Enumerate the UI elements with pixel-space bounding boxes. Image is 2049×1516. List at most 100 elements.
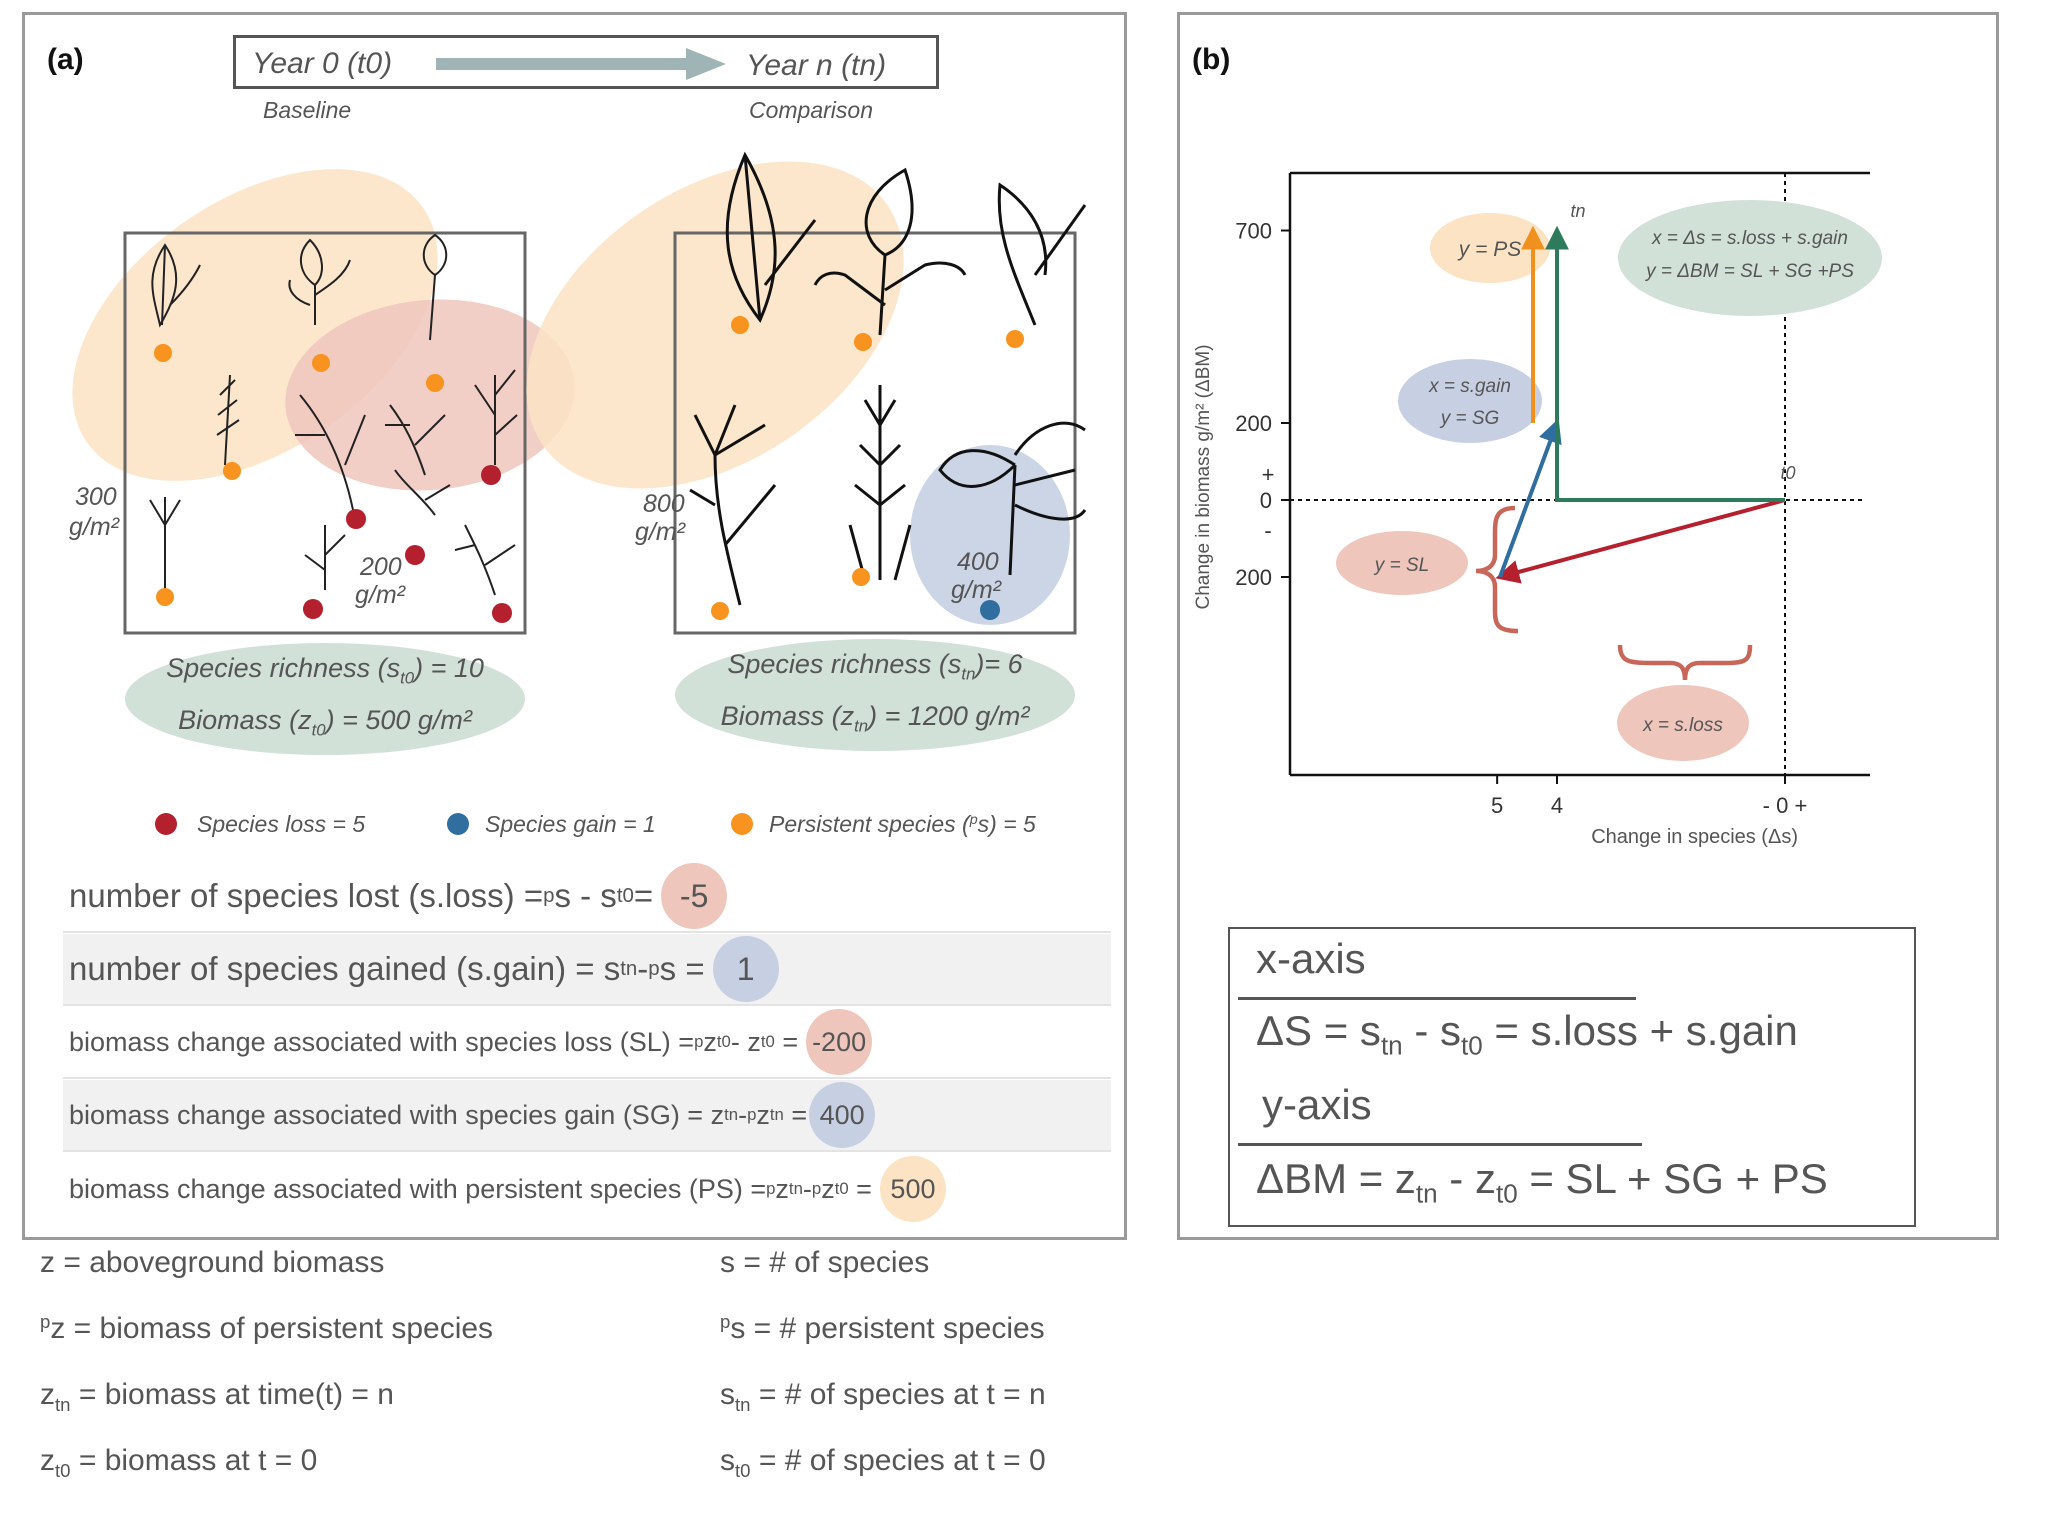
bubble-gain-y: y = SG [1439, 408, 1500, 429]
eq-species-gained: number of species gained (s.gain) = s tn … [63, 934, 1111, 1006]
plots-illustration: 300 g/m² 200 g/m² 800 g/m² 400 g/m² [69, 151, 1087, 635]
series-0-arrow [1495, 498, 1786, 584]
decomposition-chart: y = PS x = Δs = s.loss + s.gain y = ΔBM … [1193, 171, 1882, 848]
point-label-tn: tn [1570, 201, 1585, 221]
baseline-caption: Baseline [263, 97, 352, 123]
comparison-caption: Comparison [749, 97, 873, 123]
timeline-start: Year 0 (t0) [252, 47, 393, 80]
species-legend: Species loss = 5 Species gain = 1 Persis… [155, 809, 1105, 843]
timeline-box: Year 0 (t0) Year n (tn) [233, 35, 939, 89]
comparison-biomass: Biomass (ztn) = 1200 g/m² [720, 701, 1030, 736]
panel-a: (a) Year 0 (t0) Year n (tn) Baseline Com… [22, 12, 1127, 1240]
comparison-gained-biomass-value: 400 [957, 548, 999, 576]
baseline-loss-blob [285, 299, 575, 491]
comparison-persistent-blob [526, 161, 904, 489]
bubble-sloss [1617, 685, 1749, 761]
y-axis-rule [1238, 1143, 1642, 1146]
def-s: s = # of species [720, 1246, 930, 1280]
comparison-persistent-dots [711, 316, 1024, 620]
legend-loss-label: Species loss = 5 [197, 811, 366, 837]
timeline-arrow-icon [436, 48, 726, 80]
def-stn: stn = # of species at t = n [720, 1378, 1046, 1416]
x-axis-equation: ΔS = stn - st0 = s.loss + s.gain [1256, 1007, 1798, 1061]
series-1-arrow [1498, 418, 1562, 578]
comparison-plants-icon [689, 151, 1087, 606]
comparison-gained-biomass-unit: g/m² [951, 576, 1003, 604]
y-axis-heading: y-axis [1262, 1081, 1372, 1128]
plot-frame [1288, 171, 1870, 777]
y-tick-label-3: 0 [1260, 488, 1272, 513]
eq-sg-value: 400 [809, 1082, 876, 1148]
x-tick-label-1: 4 [1551, 793, 1563, 818]
bubble-gain-x: x = s.gain [1428, 376, 1511, 397]
bubble-sloss-text: x = s.loss [1642, 715, 1723, 736]
def-zt0: zt0 = biomass at t = 0 [40, 1444, 318, 1482]
sl-brace-icon [1475, 505, 1519, 634]
eq-sl-value: -200 [806, 1009, 873, 1075]
def-ps: ps = # persistent species [720, 1311, 1045, 1346]
timeline-end: Year n (tn) [746, 49, 887, 82]
baseline-persistent-biomass-unit: g/m² [69, 513, 121, 541]
x-tick-label-2: - 0 + [1763, 793, 1808, 818]
baseline-lost-biomass-value: 200 [359, 553, 402, 581]
eq-ps-value: 500 [879, 1156, 946, 1222]
bubble-sl-text: y = SL [1373, 555, 1429, 576]
bubble-ps-text: y = PS [1457, 238, 1521, 261]
comparison-persistent-biomass-value: 800 [643, 490, 685, 518]
x-axis-title: Change in species (Δs) [1591, 826, 1798, 848]
def-pz: pz = biomass of persistent species [40, 1311, 494, 1346]
baseline-biomass: Biomass (zt0) = 500 g/m² [178, 705, 472, 740]
baseline-loss-dots [303, 465, 512, 623]
panel-b: (b) y = PS x = Δs = s.loss + s.gain y = … [1177, 12, 1999, 1240]
eq-sl: biomass change associated with species l… [63, 1007, 1111, 1079]
x-axis-heading: x-axis [1256, 935, 1366, 982]
sloss-brace-icon [1617, 644, 1753, 681]
legend-persistent-label: Persistent species (ps) = 5 [769, 811, 1036, 837]
x-axis-rule [1238, 997, 1636, 1000]
comparison-richness: Species richness (stn)= 6 [727, 648, 1023, 683]
panel-a-label: (a) [47, 43, 84, 76]
def-st0: st0 = # of species at t = 0 [720, 1444, 1046, 1482]
y-tick-label-0: 700 [1235, 219, 1272, 244]
baseline-persistent-biomass-value: 300 [75, 483, 117, 511]
legend-loss-dot [155, 813, 177, 835]
bubble-sl [1336, 531, 1468, 595]
comparison-gain-blob [910, 445, 1070, 625]
baseline-summary: Species richness (st0) = 10 Biomass (zt0… [125, 643, 525, 755]
legend-persistent-dot [731, 813, 753, 835]
y-sign-label-4: - [1264, 518, 1271, 543]
bubble-ps [1430, 213, 1550, 283]
eq-ps: biomass change associated with persisten… [63, 1153, 1111, 1225]
baseline-persistent-dots [154, 344, 444, 606]
def-z: z = aboveground biomass [40, 1246, 385, 1280]
series-3-arrow [1545, 225, 1785, 502]
bubble-total-x: x = Δs = s.loss + s.gain [1651, 228, 1848, 249]
y-axis-equation: ΔBM = ztn - zt0 = SL + SG + PS [1256, 1155, 1828, 1209]
eq-species-gained-value: 1 [712, 936, 779, 1002]
y-tick-label-1: 200 [1235, 411, 1272, 436]
x-tick-label-0: 5 [1491, 793, 1503, 818]
panel-b-label: (b) [1192, 43, 1231, 76]
bubble-gain [1398, 359, 1542, 443]
y-tick-label-5: 200 [1235, 565, 1272, 590]
baseline-quadrat [123, 231, 527, 635]
comparison-persistent-biomass-unit: g/m² [635, 518, 687, 546]
y-sign-label-2: + [1262, 462, 1275, 487]
bubble-total-y: y = ΔBM = SL + SG +PS [1644, 261, 1854, 282]
definitions: z = aboveground biomass pz = biomass of … [40, 1245, 1100, 1505]
axis-definition-box: x-axis ΔS = stn - st0 = s.loss + s.gain … [1228, 927, 1916, 1227]
comparison-gain-dot [980, 600, 1000, 620]
bubble-total [1618, 200, 1882, 316]
point-label-t0: t0 [1780, 463, 1795, 483]
comparison-quadrat [673, 231, 1077, 635]
legend-gain-label: Species gain = 1 [485, 811, 656, 837]
y-axis-title: Change in biomass g/m² (ΔBM) [1193, 344, 1214, 609]
def-ztn: ztn = biomass at time(t) = n [40, 1378, 394, 1416]
baseline-lost-biomass-unit: g/m² [355, 581, 407, 609]
baseline-richness: Species richness (st0) = 10 [166, 652, 484, 687]
legend-gain-dot [447, 813, 469, 835]
eq-species-lost-value: -5 [661, 863, 728, 929]
baseline-plants-icon [149, 233, 518, 596]
eq-sg: biomass change associated with species g… [63, 1080, 1111, 1152]
